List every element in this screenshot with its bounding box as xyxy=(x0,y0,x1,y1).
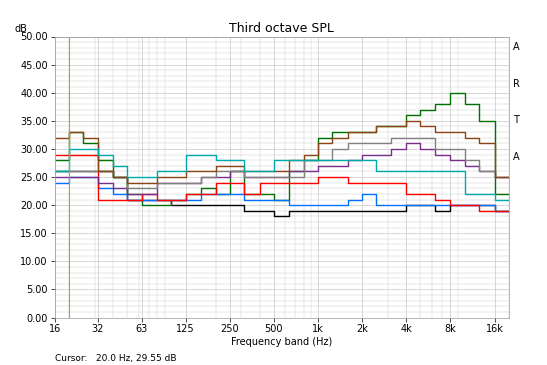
Text: A: A xyxy=(513,152,520,162)
Text: A: A xyxy=(513,42,520,52)
Title: Third octave SPL: Third octave SPL xyxy=(229,22,334,35)
Y-axis label: dB: dB xyxy=(14,24,27,34)
Text: R: R xyxy=(513,78,520,89)
X-axis label: Frequency band (Hz): Frequency band (Hz) xyxy=(231,337,333,347)
Text: T: T xyxy=(513,115,519,125)
Text: Cursor:   20.0 Hz, 29.55 dB: Cursor: 20.0 Hz, 29.55 dB xyxy=(55,354,176,363)
